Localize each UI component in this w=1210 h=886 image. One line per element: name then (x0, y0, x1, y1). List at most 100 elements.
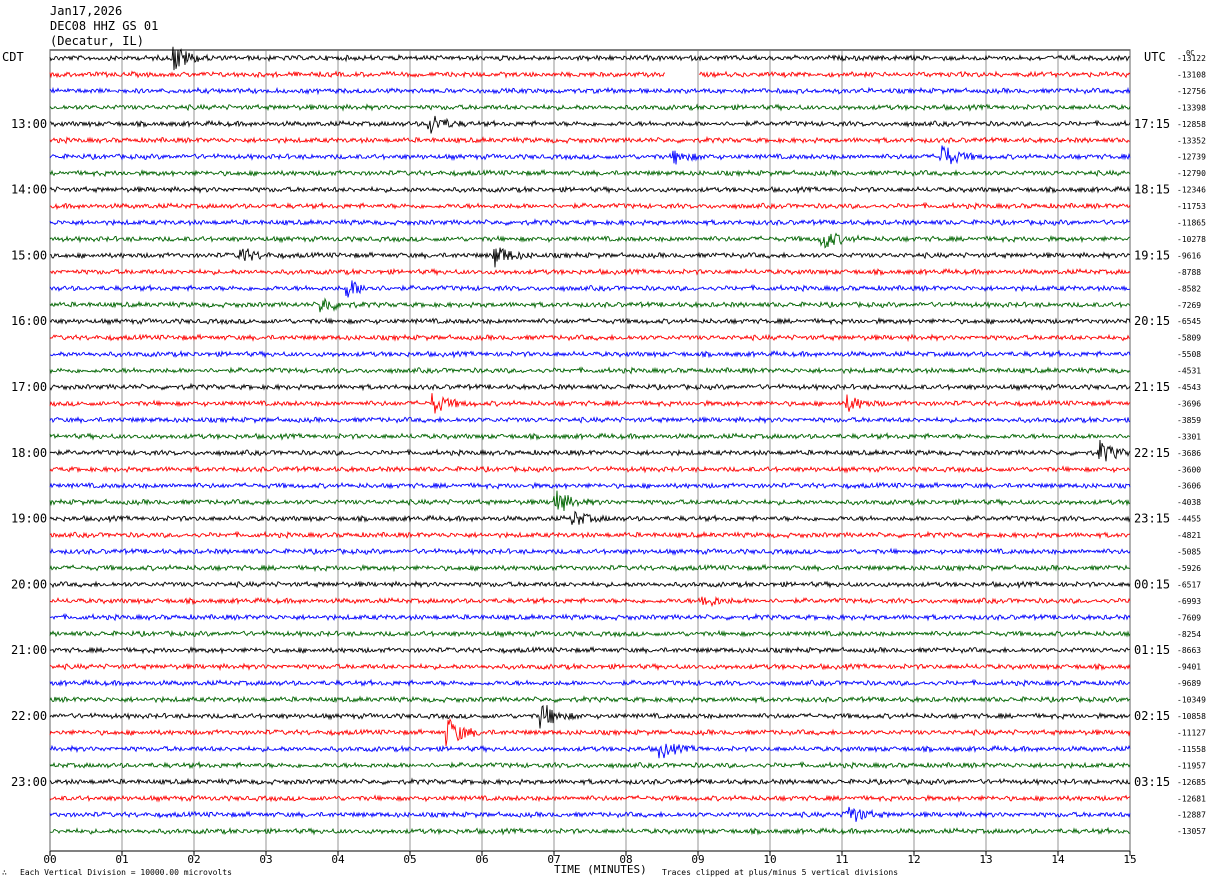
trace-value-label: -6517 (1177, 580, 1201, 589)
trace-value-label: -8663 (1177, 646, 1201, 655)
trace-row (49, 678, 1131, 688)
trace-row (49, 168, 1131, 178)
trace-value-label: -4038 (1177, 498, 1201, 507)
trace-row (49, 280, 1131, 298)
x-axis-label: TIME (MINUTES) (554, 863, 647, 876)
trace-value-label: -12739 (1177, 153, 1206, 162)
trace-value-label: -13108 (1177, 70, 1206, 79)
station-location: (Decatur, IL) (50, 34, 144, 48)
left-hour-label: 22:00 (11, 709, 47, 723)
trace-row (49, 662, 1131, 672)
trace-row (49, 481, 1131, 490)
trace-row (49, 645, 1131, 655)
x-tick-label: 03 (259, 853, 272, 866)
trace-row (49, 530, 1131, 540)
trace-value-label: -12858 (1177, 120, 1206, 129)
trace-row (49, 218, 1131, 227)
trace-value-label: -9689 (1177, 679, 1201, 688)
trace-row (49, 317, 1131, 326)
trace-value-label: -7269 (1177, 301, 1201, 310)
trace-value-label: -8788 (1177, 268, 1201, 277)
trace-row (49, 267, 1131, 277)
x-tick-label: 11 (835, 853, 848, 866)
trace-row (49, 695, 1131, 704)
clip-note: Traces clipped at plus/minus 5 vertical … (662, 868, 899, 877)
trace-value-label: -13122 (1177, 54, 1206, 63)
left-hour-label: 23:00 (11, 775, 47, 789)
trace-row (49, 103, 1131, 112)
trace-row (49, 717, 1131, 747)
trace-value-label: -10349 (1177, 696, 1206, 705)
trace-value-label: -10858 (1177, 712, 1206, 721)
trace-row (49, 743, 1131, 759)
left-hour-label: 13:00 (11, 117, 47, 131)
right-hour-label: 00:15 (1134, 577, 1170, 591)
trace-row (49, 465, 1131, 474)
right-hour-label: 23:15 (1134, 512, 1170, 526)
trace-row (50, 349, 1131, 359)
right-hour-label: 01:15 (1134, 643, 1170, 657)
trace-row (49, 382, 1131, 392)
trace-row (49, 145, 1131, 165)
trace-value-label: -5085 (1177, 548, 1201, 557)
trace-row (49, 439, 1131, 462)
trace-row (49, 86, 1131, 96)
trace-row (49, 826, 1131, 836)
right-hour-label: 02:15 (1134, 709, 1170, 723)
right-hour-label: 22:15 (1134, 446, 1170, 460)
seismograph-icon: ∴ (2, 868, 7, 877)
trace-row (49, 393, 1131, 414)
x-tick-label: 13 (979, 853, 992, 866)
trace-value-label: -3606 (1177, 482, 1201, 491)
x-tick-label: 15 (1123, 853, 1136, 866)
x-tick-label: 05 (403, 853, 416, 866)
trace-row (49, 247, 1131, 268)
trace-row (49, 580, 1131, 589)
trace-value-label: -3686 (1177, 449, 1201, 458)
trace-value-label: -11865 (1177, 219, 1206, 228)
trace-value-label: -5809 (1177, 334, 1201, 343)
trace-value-label: -12346 (1177, 186, 1206, 195)
corner-mark: 0C (1186, 49, 1195, 57)
trace-value-label: -3696 (1177, 399, 1201, 408)
trace-value-label: -4455 (1177, 515, 1201, 524)
trace-value-label: -8582 (1177, 284, 1201, 293)
x-tick-label: 14 (1051, 853, 1065, 866)
trace-value-label: -11957 (1177, 761, 1206, 770)
right-timezone-label: UTC (1144, 50, 1166, 64)
scale-note: Each Vertical Division = 10000.00 microv… (20, 868, 232, 877)
left-hour-label: 16:00 (11, 314, 47, 328)
right-hour-label: 20:15 (1134, 314, 1170, 328)
trace-value-label: -3301 (1177, 432, 1201, 441)
trace-value-label: -10278 (1177, 235, 1206, 244)
trace-row (49, 777, 1131, 787)
trace-value-label: -4821 (1177, 531, 1201, 540)
trace-value-label: -11127 (1177, 728, 1206, 737)
trace-row (49, 297, 1131, 313)
trace-value-label: -3600 (1177, 465, 1201, 474)
trace-value-label: -3859 (1177, 416, 1201, 425)
trace-value-label: -9616 (1177, 251, 1201, 260)
trace-value-label: -6545 (1177, 317, 1201, 326)
trace-value-label: -12681 (1177, 794, 1206, 803)
trace-row (49, 415, 1131, 425)
right-hour-label: 03:15 (1134, 775, 1170, 789)
trace-value-label: -13352 (1177, 136, 1206, 145)
trace-value-label: -12887 (1177, 811, 1206, 820)
x-tick-label: 08 (619, 853, 632, 866)
x-tick-label: 07 (547, 853, 560, 866)
trace-value-label: -5926 (1177, 564, 1201, 573)
trace-value-label: -12685 (1177, 778, 1206, 787)
trace-row (49, 366, 1131, 375)
x-tick-label: 01 (115, 853, 128, 866)
x-tick-label: 09 (691, 853, 704, 866)
trace-row (49, 806, 1131, 822)
trace-value-label: -11558 (1177, 745, 1206, 754)
left-timezone-label: CDT (2, 50, 24, 64)
x-tick-label: 04 (331, 853, 345, 866)
trace-row (49, 596, 1131, 608)
trace-row (49, 232, 1131, 249)
trace-row (49, 135, 1131, 145)
trace-row (49, 612, 1131, 622)
trace-value-label: -7609 (1177, 613, 1201, 622)
